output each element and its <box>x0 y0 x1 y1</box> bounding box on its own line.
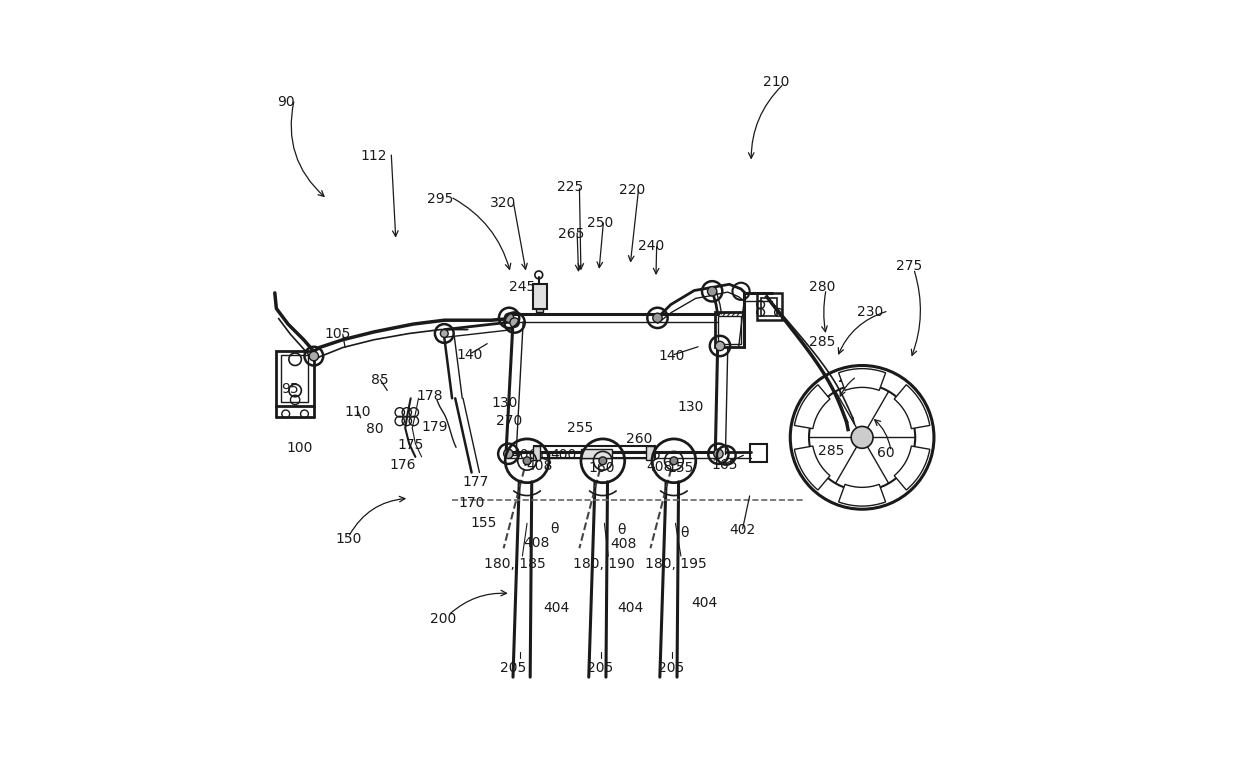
Wedge shape <box>894 385 930 429</box>
Circle shape <box>714 449 723 458</box>
Circle shape <box>510 318 520 327</box>
Bar <box>718 316 742 344</box>
Text: 140: 140 <box>456 348 484 362</box>
Text: 245: 245 <box>510 280 536 294</box>
Text: 175: 175 <box>398 438 424 452</box>
Text: 285: 285 <box>817 444 844 458</box>
Text: 179: 179 <box>422 420 448 434</box>
Text: 404: 404 <box>543 601 569 615</box>
Text: 95: 95 <box>281 382 299 396</box>
Circle shape <box>851 426 873 448</box>
Text: 255: 255 <box>567 421 593 435</box>
Bar <box>758 293 782 320</box>
Circle shape <box>599 457 606 465</box>
Bar <box>646 446 653 460</box>
Text: 295: 295 <box>428 192 454 206</box>
Bar <box>281 355 309 402</box>
Text: 130: 130 <box>678 400 704 414</box>
Bar <box>761 298 777 316</box>
Bar <box>536 308 543 312</box>
Text: 140: 140 <box>658 349 684 363</box>
Wedge shape <box>838 484 885 506</box>
Bar <box>750 444 766 462</box>
Circle shape <box>503 449 513 458</box>
Text: 404: 404 <box>618 601 644 615</box>
Text: 280: 280 <box>808 280 836 294</box>
Text: 400: 400 <box>551 448 577 462</box>
Circle shape <box>708 287 717 296</box>
Text: 402: 402 <box>729 522 755 537</box>
Circle shape <box>523 457 531 465</box>
Text: 155: 155 <box>471 516 497 530</box>
Text: 240: 240 <box>639 239 665 253</box>
Text: θ: θ <box>618 522 626 537</box>
Text: 105: 105 <box>324 327 351 341</box>
Text: 205: 205 <box>587 661 613 675</box>
Text: 110: 110 <box>345 405 371 419</box>
Text: 205: 205 <box>657 661 684 675</box>
Text: 230: 230 <box>857 305 883 319</box>
Text: θ: θ <box>681 526 689 540</box>
Text: 220: 220 <box>619 183 645 197</box>
Text: 90: 90 <box>277 95 295 109</box>
Text: θ: θ <box>551 522 559 536</box>
Text: 270: 270 <box>496 414 522 428</box>
Text: 265: 265 <box>558 227 585 241</box>
Circle shape <box>440 330 448 337</box>
Text: 178: 178 <box>417 389 443 403</box>
Text: 260: 260 <box>625 432 652 446</box>
Text: 285: 285 <box>808 335 836 349</box>
Text: 165: 165 <box>712 458 738 473</box>
Text: 406: 406 <box>512 448 538 462</box>
Bar <box>582 449 613 458</box>
Bar <box>532 284 547 309</box>
Text: 112: 112 <box>361 149 387 163</box>
Bar <box>532 446 541 460</box>
Text: 160: 160 <box>588 461 615 475</box>
Text: 180, 185: 180, 185 <box>485 557 547 571</box>
Text: 100: 100 <box>286 440 312 455</box>
Bar <box>714 312 744 347</box>
Text: 408: 408 <box>646 460 673 474</box>
Text: 408: 408 <box>523 536 549 550</box>
Text: 180, 195: 180, 195 <box>645 557 707 571</box>
Text: 155: 155 <box>667 461 694 475</box>
Circle shape <box>715 341 724 351</box>
Text: 205: 205 <box>500 661 526 675</box>
Circle shape <box>670 457 678 465</box>
Bar <box>277 351 314 406</box>
Wedge shape <box>795 385 830 429</box>
Text: 130: 130 <box>491 396 517 410</box>
Wedge shape <box>795 446 830 490</box>
Circle shape <box>309 351 319 361</box>
Circle shape <box>505 313 513 323</box>
Text: 80: 80 <box>366 422 383 436</box>
Text: 85: 85 <box>371 373 388 387</box>
Text: 210: 210 <box>763 75 790 89</box>
Text: 170: 170 <box>459 496 485 510</box>
Circle shape <box>652 313 662 323</box>
Text: 225: 225 <box>557 180 583 194</box>
Text: 60: 60 <box>877 446 894 460</box>
Text: 320: 320 <box>490 196 516 210</box>
Wedge shape <box>894 446 930 490</box>
Text: 180, 190: 180, 190 <box>573 557 635 571</box>
Text: 408: 408 <box>610 537 636 551</box>
Text: 177: 177 <box>463 475 489 489</box>
Text: 275: 275 <box>895 259 923 273</box>
Text: 150: 150 <box>335 532 361 546</box>
Text: 200: 200 <box>430 612 456 626</box>
Text: 404: 404 <box>691 596 718 610</box>
Text: 235: 235 <box>838 371 864 385</box>
Text: 408: 408 <box>526 459 553 473</box>
Bar <box>534 446 655 458</box>
Text: 176: 176 <box>389 458 417 472</box>
Text: 250: 250 <box>588 216 614 230</box>
Wedge shape <box>838 369 885 390</box>
